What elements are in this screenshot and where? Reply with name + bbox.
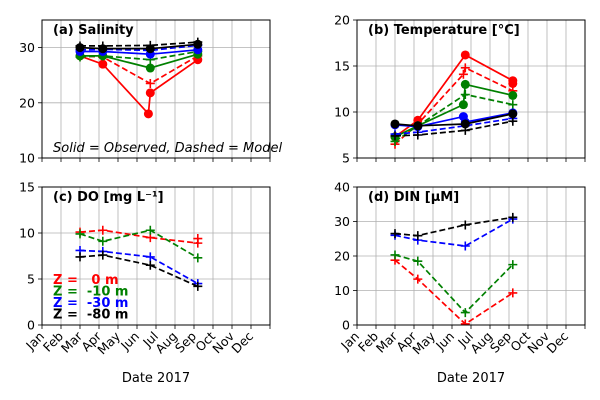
y-tick-label: 40 bbox=[334, 180, 350, 195]
y-tick-label: 5 bbox=[342, 151, 350, 166]
chart-panel-1: 5 10 15 20 (b) Temperature [°C] bbox=[334, 13, 585, 166]
data-point-observed bbox=[144, 109, 153, 118]
series-line bbox=[395, 217, 513, 235]
panel-title: (b) Temperature [°C] bbox=[368, 23, 520, 38]
x-tick-label: Dec bbox=[543, 328, 571, 356]
x-axis-label: Date 2017 bbox=[437, 371, 505, 386]
legend-entry: Z = -80 m bbox=[53, 308, 128, 323]
data-point-model bbox=[193, 234, 202, 243]
chart-panel-3: 010203040JanFebMarAprMayJunJulAugSepOctN… bbox=[334, 180, 585, 387]
chart-panel-2: 051015JanFebMarAprMayJunJulAugSepOctNovD… bbox=[19, 180, 270, 387]
data-point-model bbox=[461, 126, 470, 135]
series-group bbox=[76, 38, 203, 119]
data-point-observed bbox=[146, 64, 155, 73]
data-point-model bbox=[391, 250, 400, 259]
data-point-model bbox=[146, 261, 155, 270]
data-point-observed bbox=[461, 50, 470, 59]
y-tick-label: 15 bbox=[19, 180, 35, 195]
panel-annotation: Solid = Observed, Dashed = Model bbox=[53, 141, 282, 156]
y-tick-label: 30 bbox=[334, 214, 350, 229]
data-point-model bbox=[146, 79, 155, 88]
data-point-model bbox=[193, 253, 202, 262]
y-tick-label: 20 bbox=[19, 95, 35, 110]
data-point-observed bbox=[146, 88, 155, 97]
series-group bbox=[391, 213, 518, 329]
series-group bbox=[391, 50, 518, 148]
y-tick-label: 10 bbox=[19, 226, 35, 241]
x-tick-label: Dec bbox=[228, 328, 256, 356]
panel-title: (d) DIN [μM] bbox=[368, 190, 459, 205]
y-tick-label: 10 bbox=[334, 283, 350, 298]
data-point-observed bbox=[391, 119, 400, 128]
data-point-observed bbox=[459, 100, 468, 109]
y-tick-label: 10 bbox=[19, 151, 35, 166]
panel-title: (c) DO [mg L⁻¹] bbox=[53, 190, 164, 205]
y-tick-label: 30 bbox=[19, 40, 35, 55]
x-axis-label: Date 2017 bbox=[122, 371, 190, 386]
data-point-model bbox=[98, 237, 107, 246]
data-point-model bbox=[508, 288, 517, 297]
data-point-model bbox=[461, 241, 470, 250]
series-line bbox=[395, 219, 513, 246]
data-point-model bbox=[461, 63, 470, 72]
x-tick-label: Jun bbox=[432, 329, 457, 354]
y-tick-label: 10 bbox=[334, 105, 350, 120]
chart-panel-0: 10 20 30 (a) Salinity Solid = Observed, Dash… bbox=[19, 20, 282, 166]
y-tick-label: 20 bbox=[334, 249, 350, 264]
x-tick-label: Jun bbox=[117, 329, 142, 354]
series-line bbox=[80, 230, 198, 258]
data-point-model bbox=[461, 308, 470, 317]
data-point-observed bbox=[413, 121, 422, 130]
y-tick-label: 5 bbox=[27, 272, 35, 287]
data-point-model bbox=[146, 252, 155, 261]
data-point-model bbox=[413, 275, 422, 284]
figure: 10 20 30 (a) Salinity Solid = Observed, Dash… bbox=[0, 0, 600, 400]
panel-title: (a) Salinity bbox=[53, 23, 134, 38]
data-point-model bbox=[76, 229, 85, 238]
data-point-model bbox=[461, 90, 470, 99]
data-point-model bbox=[508, 100, 517, 109]
y-tick-label: 20 bbox=[334, 13, 350, 28]
series-line bbox=[80, 230, 198, 243]
data-point-observed bbox=[508, 91, 517, 100]
y-tick-label: 15 bbox=[334, 59, 350, 74]
data-point-observed bbox=[461, 80, 470, 89]
series-line bbox=[395, 68, 513, 144]
chart-figure: 10 20 30 (a) Salinity Solid = Observed, Dash… bbox=[0, 0, 600, 400]
data-point-model bbox=[76, 252, 85, 261]
series-line bbox=[395, 260, 513, 324]
